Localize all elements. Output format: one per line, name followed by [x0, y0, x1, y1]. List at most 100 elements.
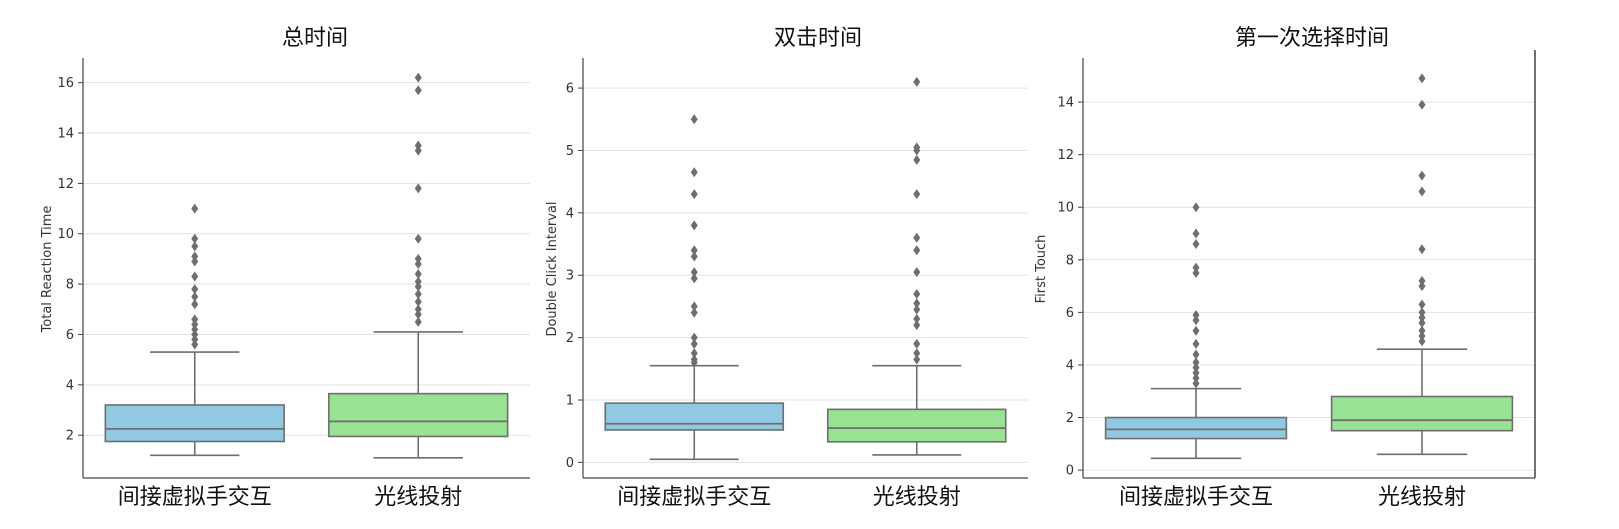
outlier-point — [913, 304, 921, 315]
outlier-point — [913, 298, 921, 309]
outlier-point — [913, 267, 921, 278]
y-tick-label: 6 — [1066, 306, 1074, 321]
y-tick-label: 2 — [566, 331, 574, 346]
x-category-label: 间接虚拟手交互 — [617, 485, 771, 510]
outlier-point — [414, 309, 422, 320]
outlier-point — [1192, 202, 1200, 213]
outlier-point — [690, 332, 698, 343]
outlier-point — [414, 145, 422, 156]
x-category-label: 光线投射 — [374, 485, 462, 510]
outlier-point — [414, 258, 422, 269]
outlier-point — [1192, 338, 1200, 349]
outlier-point — [414, 296, 422, 307]
chart-panel-1: 2 4 6 8 10 12 14 16 Total Reaction Time 总时间间接虚拟手交… — [40, 26, 530, 510]
chart-title: 双击时间 — [774, 26, 862, 51]
outlier-point — [913, 142, 921, 153]
outlier-point — [690, 307, 698, 318]
y-tick-label: 10 — [1057, 201, 1074, 216]
outlier-point — [690, 273, 698, 284]
outlier-point — [690, 354, 698, 365]
y-axis-label: Double Click Interval — [545, 201, 560, 336]
outlier-point — [913, 338, 921, 349]
outlier-point — [414, 233, 422, 244]
outlier-point — [1418, 186, 1426, 197]
chart-title: 第一次选择时间 — [1235, 26, 1389, 51]
outlier-point — [1192, 228, 1200, 239]
outlier-point — [414, 276, 422, 287]
outlier-point — [1192, 367, 1200, 378]
outlier-point — [690, 251, 698, 262]
outlier-point — [191, 271, 199, 282]
outlier-point — [690, 220, 698, 231]
y-tick-label: 2 — [1066, 411, 1074, 426]
y-tick-label: 6 — [66, 328, 74, 343]
outlier-point — [1192, 315, 1200, 326]
outlier-point — [690, 114, 698, 125]
outlier-point — [1192, 310, 1200, 321]
y-tick-label: 8 — [1066, 253, 1074, 268]
outlier-point — [191, 251, 199, 262]
outlier-point — [1192, 357, 1200, 368]
outlier-point — [913, 154, 921, 165]
outlier-point — [1418, 73, 1426, 84]
outlier-point — [1418, 325, 1426, 336]
outlier-point — [1418, 312, 1426, 323]
outlier-point — [1192, 267, 1200, 278]
y-tick-label: 16 — [57, 76, 74, 91]
outlier-point — [191, 299, 199, 310]
outlier-point — [690, 301, 698, 312]
box-body — [826, 408, 1007, 443]
outlier-point — [913, 245, 921, 256]
y-tick-label: 8 — [66, 278, 74, 293]
chart-title: 总时间 — [282, 26, 348, 51]
outlier-point — [1418, 99, 1426, 110]
x-category-label: 光线投射 — [873, 485, 961, 510]
outlier-point — [414, 72, 422, 83]
outlier-point — [191, 203, 199, 214]
outlier-point — [414, 85, 422, 96]
outlier-point — [1418, 170, 1426, 181]
outlier-point — [1192, 378, 1200, 389]
outlier-point — [191, 334, 199, 345]
box-body — [104, 404, 285, 443]
outlier-point — [191, 314, 199, 325]
y-tick-label: 12 — [1057, 148, 1074, 163]
outlier-point — [414, 253, 422, 264]
outlier-point — [414, 316, 422, 327]
box-body — [1104, 416, 1288, 440]
outlier-point — [913, 313, 921, 324]
outlier-point — [1192, 325, 1200, 336]
outlier-point — [1418, 244, 1426, 255]
outlier-point — [414, 304, 422, 315]
outlier-point — [414, 140, 422, 151]
outlier-point — [690, 267, 698, 278]
y-tick-label: 14 — [57, 127, 74, 142]
y-tick-label: 4 — [1066, 358, 1074, 373]
outlier-point — [690, 338, 698, 349]
y-tick-label: 1 — [566, 394, 574, 409]
box-1: 间接虚拟手交互 — [104, 203, 285, 510]
y-tick-label: 0 — [566, 456, 574, 471]
box-body — [328, 392, 509, 438]
outlier-point — [191, 319, 199, 330]
outlier-point — [191, 329, 199, 340]
outlier-point — [191, 256, 199, 267]
box-body — [1330, 395, 1514, 432]
y-tick-label: 12 — [57, 177, 74, 192]
outlier-point — [1192, 239, 1200, 250]
outlier-point — [913, 320, 921, 331]
outlier-point — [414, 281, 422, 292]
y-tick-label: 2 — [66, 429, 74, 444]
box-1: 间接虚拟手交互 — [1104, 202, 1288, 510]
y-tick-label: 4 — [66, 378, 74, 393]
outlier-point — [913, 348, 921, 359]
box-1: 间接虚拟手交互 — [604, 114, 785, 510]
y-tick-label: 14 — [1057, 96, 1074, 111]
box-2: 光线投射 — [328, 72, 509, 510]
y-tick-label: 3 — [566, 269, 574, 284]
outlier-point — [690, 348, 698, 359]
outlier-point — [191, 339, 199, 350]
